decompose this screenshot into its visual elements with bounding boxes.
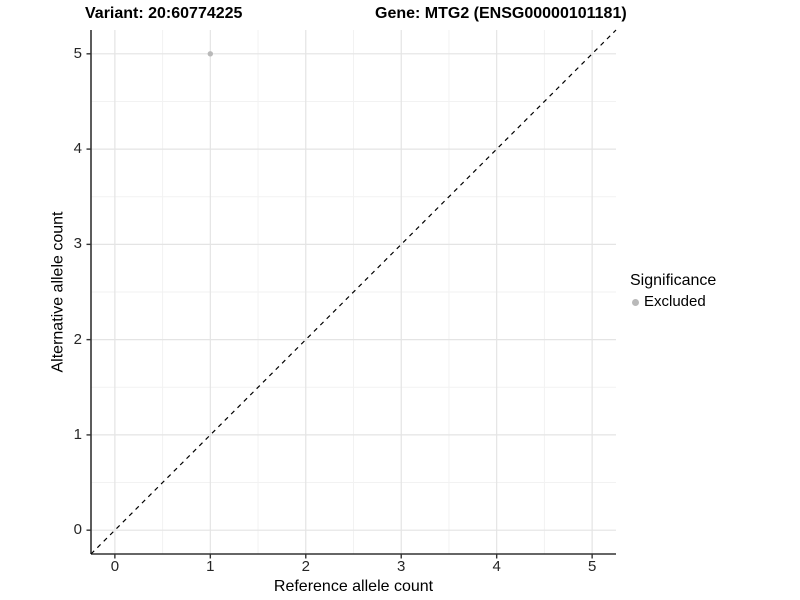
y-tick-label: 0 — [73, 521, 82, 539]
plot-title-variant: Variant: 20:60774225 — [85, 5, 243, 22]
x-tick-label: 1 — [206, 558, 215, 575]
data-point — [207, 51, 214, 57]
x-tick-label: 5 — [587, 558, 597, 575]
x-tick-label: 3 — [397, 558, 406, 575]
x-tick-label: 0 — [110, 558, 120, 575]
legend-point-swatch — [632, 298, 639, 306]
y-tick-label: 3 — [73, 235, 82, 253]
y-axis-title: Alternative allele count — [49, 211, 67, 373]
legend-title: Significance — [630, 272, 717, 289]
y-tick-label: 4 — [73, 140, 82, 158]
y-tick-label: 5 — [73, 44, 82, 62]
x-axis-title: Reference allele count — [273, 578, 434, 595]
x-tick-label: 2 — [301, 558, 310, 575]
y-tick-label: 2 — [73, 330, 82, 348]
x-tick-label: 4 — [492, 558, 501, 575]
identity-reference-line — [90, 29, 617, 555]
plot-title-gene: Gene: MTG2 (ENSG00000101181) — [375, 5, 627, 22]
y-tick-label: 1 — [73, 425, 82, 443]
legend-item-excluded: Excluded — [630, 293, 716, 311]
legend: Significance Excluded — [630, 271, 716, 311]
y-axis-title-box: Alternative allele count — [49, 30, 67, 554]
legend-item-label: Excluded — [644, 293, 706, 310]
